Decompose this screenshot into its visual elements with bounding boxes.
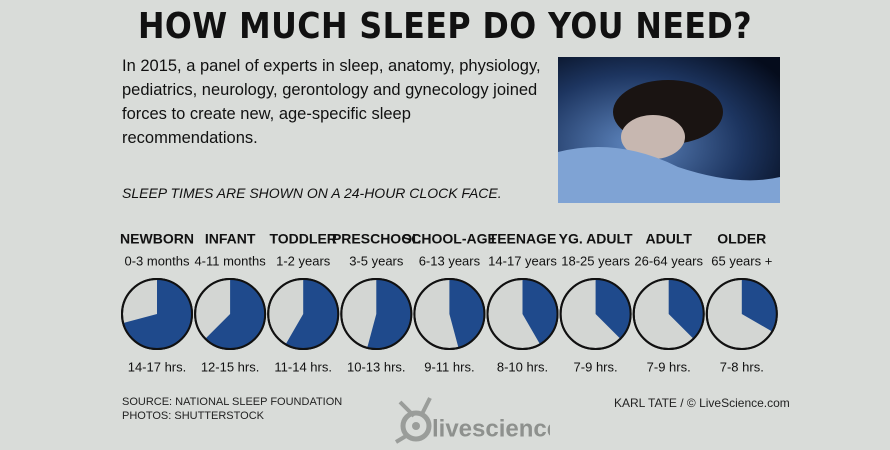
group-name: INFANT	[205, 231, 256, 247]
clock-rim	[340, 278, 413, 350]
sleep-range: 14-17 hrs.	[128, 359, 187, 374]
age-range: 14-17 years	[488, 253, 557, 268]
group-name: TODDLER	[269, 231, 336, 247]
group-name: ADULT	[645, 231, 692, 247]
intro: In 2015, a panel of experts in sleep, an…	[122, 57, 541, 147]
age-range: 6-13 years	[419, 253, 481, 268]
age-range: 26-64 years	[634, 253, 703, 268]
clock-rim	[705, 278, 778, 350]
group-name: PRESCHOOL	[332, 231, 421, 247]
clock-rim	[267, 278, 340, 350]
age-range: 65 years +	[711, 253, 772, 268]
clock-rim	[413, 278, 486, 350]
sleep-range: 10-13 hrs.	[347, 359, 406, 374]
chart: NEWBORN 0-3 months 14-17 hrs. INFANT 4-11 mo…	[120, 231, 778, 374]
sleep-wedge	[522, 279, 558, 345]
sleep-range: 7-9 hrs.	[647, 359, 691, 374]
title: HOW MUCH SLEEP DO YOU NEED?	[137, 6, 753, 47]
sleep-wedge	[285, 279, 339, 349]
group-name: NEWBORN	[120, 231, 194, 247]
sleep-range: 9-11 hrs.	[424, 359, 474, 374]
sleep-range: 11-14 hrs.	[274, 359, 332, 374]
source-line: SOURCE: NATIONAL SLEEP FOUNDATION	[122, 396, 343, 408]
sleep-wedge	[367, 279, 412, 349]
clock-rim	[632, 278, 705, 350]
photo	[558, 57, 780, 203]
age-range: 4-11 months	[194, 253, 266, 268]
note: SLEEP TIMES ARE SHOWN ON A 24-HOUR CLOCK…	[122, 185, 502, 201]
group-name: SCHOOL-AGE	[402, 231, 497, 247]
clock-rim	[559, 278, 632, 350]
group-name: TEENAGE	[489, 231, 557, 247]
age-range: 3-5 years	[349, 253, 404, 268]
sleep-range: 7-8 hrs.	[720, 359, 764, 374]
sleep-wedge	[449, 279, 485, 348]
clock-rim	[194, 278, 267, 350]
sleep-wedge	[595, 279, 631, 339]
sleep-range: 7-9 hrs.	[574, 359, 618, 374]
source-line: PHOTOS: SHUTTERSTOCK	[122, 410, 265, 422]
source: SOURCE: NATIONAL SLEEP FOUNDATION PHOTOS…	[122, 395, 342, 423]
age-range: 18-25 years	[561, 253, 630, 268]
sleep-range: 12-15 hrs.	[201, 359, 260, 374]
age-range: 1-2 years	[276, 253, 331, 268]
credit: KARL TATE / © LiveScience.com	[614, 396, 790, 410]
logo: livescience	[394, 397, 550, 444]
group-name: YG. ADULT	[559, 231, 633, 247]
sleep-wedge	[123, 279, 192, 349]
group-name: OLDER	[717, 231, 766, 247]
sleep-wedge	[668, 279, 704, 339]
age-range: 0-3 months	[124, 253, 190, 268]
clock-rim	[121, 278, 193, 350]
sleep-range: 8-10 hrs.	[497, 359, 548, 374]
logo-text: livescience	[432, 415, 550, 442]
sleep-wedge	[205, 279, 266, 349]
clock-rim	[486, 278, 559, 350]
